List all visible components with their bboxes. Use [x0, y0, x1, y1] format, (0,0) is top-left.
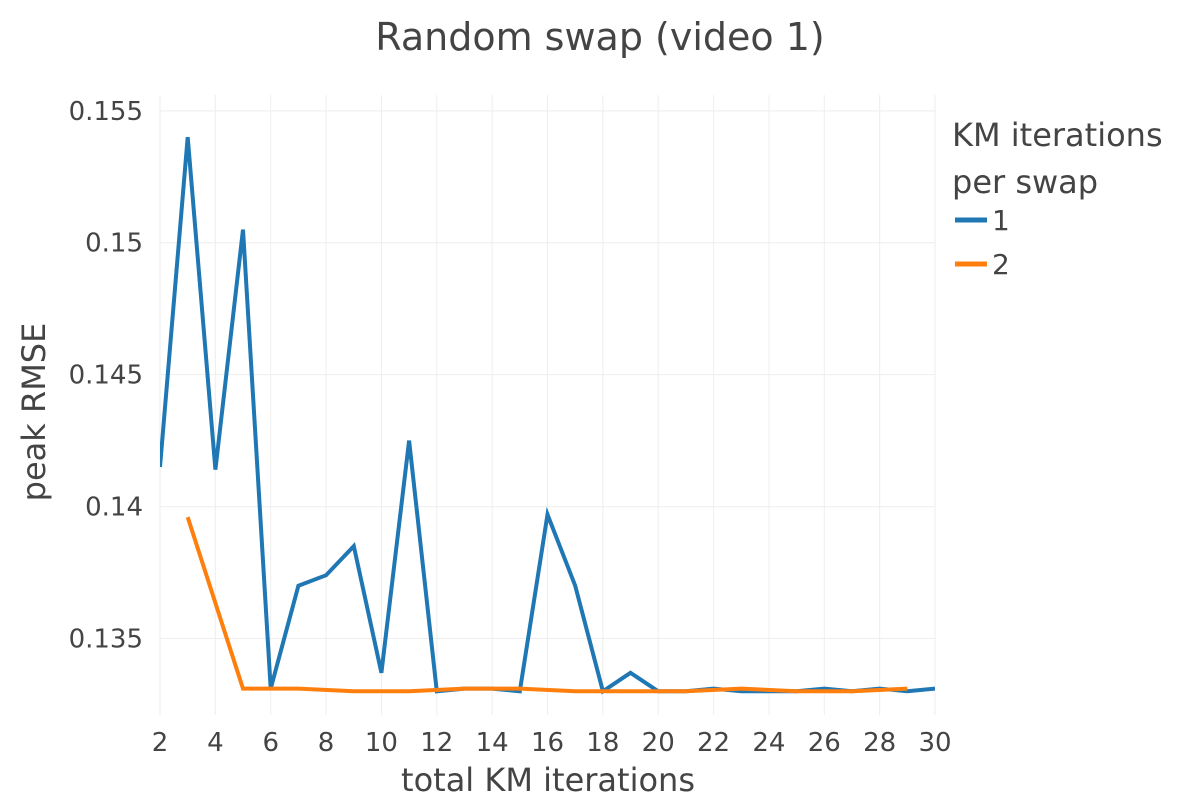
y-tick-label: 0.155 [69, 97, 143, 127]
legend-label-2: 2 [992, 248, 1010, 281]
x-tick-label: 2 [152, 728, 169, 758]
legend-items: 12 [955, 204, 1010, 281]
x-axis-ticks: 2 4 6 8 10 12 14 16 18 20 22 24 26 28 30 [152, 728, 952, 758]
y-axis-ticks: 0.135 0.14 0.145 0.15 0.155 [69, 97, 143, 655]
x-tick-label: 28 [863, 728, 896, 758]
legend-title-line-1: KM iterations [952, 116, 1163, 154]
x-tick-label: 12 [420, 728, 453, 758]
legend-label-1: 1 [992, 204, 1010, 237]
y-tick-label: 0.15 [85, 229, 143, 259]
x-axis-label: total KM iterations [401, 761, 695, 799]
x-tick-label: 10 [365, 728, 398, 758]
chart-title: Random swap (video 1) [375, 15, 824, 59]
legend: KM iterations per swap 12 [952, 116, 1163, 281]
series-layer [160, 137, 935, 695]
x-tick-label: 4 [207, 728, 224, 758]
x-tick-label: 24 [752, 728, 785, 758]
x-tick-label: 6 [262, 728, 279, 758]
y-tick-label: 0.135 [69, 624, 143, 654]
legend-title-line-2: per swap [952, 163, 1098, 201]
y-tick-label: 0.14 [85, 493, 143, 523]
x-tick-label: 22 [697, 728, 730, 758]
y-axis-label: peak RMSE [15, 323, 53, 502]
gridlines [159, 95, 936, 715]
x-tick-label: 26 [808, 728, 841, 758]
x-tick-label: 16 [531, 728, 564, 758]
y-tick-label: 0.145 [69, 361, 143, 391]
series-line-2 [185, 516, 908, 694]
x-tick-label: 8 [318, 728, 335, 758]
x-tick-label: 20 [642, 728, 675, 758]
x-tick-label: 30 [918, 728, 951, 758]
x-tick-label: 18 [586, 728, 619, 758]
x-tick-label: 14 [476, 728, 509, 758]
